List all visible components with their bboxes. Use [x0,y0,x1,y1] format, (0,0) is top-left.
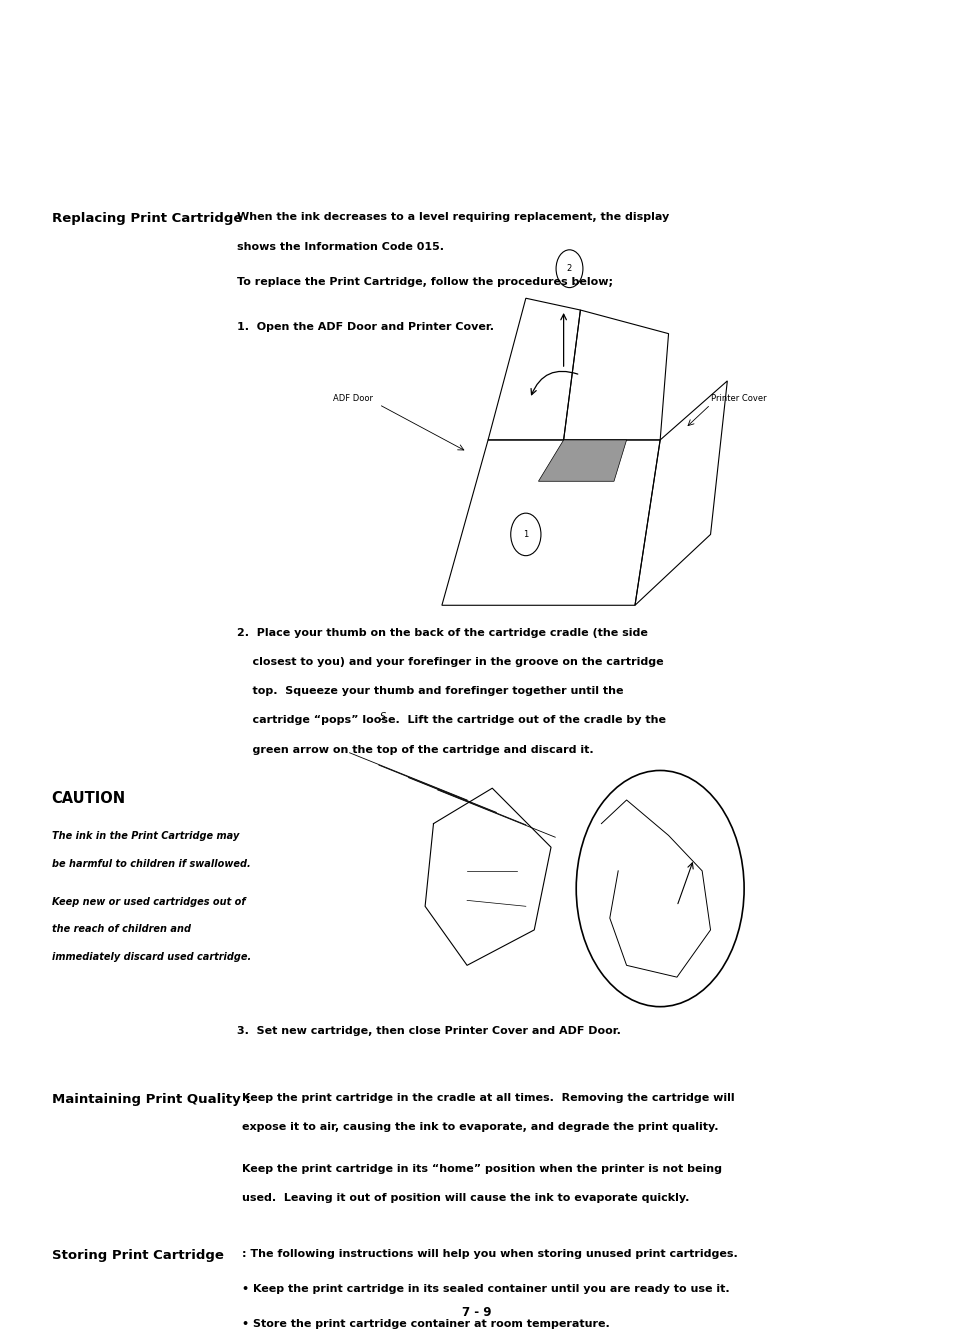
Text: immediately discard used cartridge.: immediately discard used cartridge. [51,951,251,962]
Text: Keep the print cartridge in its “home” position when the printer is not being: Keep the print cartridge in its “home” p… [242,1164,721,1174]
Text: cartridge “pops” loose.  Lift the cartridge out of the cradle by the: cartridge “pops” loose. Lift the cartrid… [236,715,665,725]
Text: 3.  Set new cartridge, then close Printer Cover and ADF Door.: 3. Set new cartridge, then close Printer… [236,1027,619,1036]
Text: the reach of children and: the reach of children and [51,925,191,934]
Text: Replacing Print Cartridge: Replacing Print Cartridge [51,212,242,225]
Text: CAUTION: CAUTION [51,792,126,807]
Text: be harmful to children if swallowed.: be harmful to children if swallowed. [51,859,250,870]
Text: Keep new or used cartridges out of: Keep new or used cartridges out of [51,896,245,907]
Text: 1.  Open the ADF Door and Printer Cover.: 1. Open the ADF Door and Printer Cover. [236,322,493,331]
Text: ADF Door: ADF Door [333,395,373,403]
Text: closest to you) and your forefinger in the groove on the cartridge: closest to you) and your forefinger in t… [236,656,662,667]
Text: S: S [379,713,386,722]
Text: used.  Leaving it out of position will cause the ink to evaporate quickly.: used. Leaving it out of position will ca… [242,1193,689,1204]
Text: • Keep the print cartridge in its sealed container until you are ready to use it: • Keep the print cartridge in its sealed… [242,1284,729,1294]
Text: green arrow on the top of the cartridge and discard it.: green arrow on the top of the cartridge … [236,745,593,754]
Text: Keep the print cartridge in the cradle at all times.  Removing the cartridge wil: Keep the print cartridge in the cradle a… [242,1092,734,1103]
Text: Printer Cover: Printer Cover [710,395,765,403]
Text: top.  Squeeze your thumb and forefinger together until the: top. Squeeze your thumb and forefinger t… [236,686,622,696]
Text: shows the Information Code 015.: shows the Information Code 015. [236,242,443,252]
Text: Storing Print Cartridge: Storing Print Cartridge [51,1248,223,1261]
Text: • Store the print cartridge container at room temperature.: • Store the print cartridge container at… [242,1319,609,1330]
Text: To replace the Print Cartridge, follow the procedures below;: To replace the Print Cartridge, follow t… [236,278,612,287]
Text: 7 - 9: 7 - 9 [462,1306,491,1319]
Text: : The following instructions will help you when storing unused print cartridges.: : The following instructions will help y… [242,1248,738,1259]
Text: 2.  Place your thumb on the back of the cartridge cradle (the side: 2. Place your thumb on the back of the c… [236,628,647,637]
Polygon shape [537,440,626,482]
Text: 2: 2 [566,264,572,274]
Text: Maintaining Print Quality :: Maintaining Print Quality : [51,1092,250,1106]
Text: When the ink decreases to a level requiring replacement, the display: When the ink decreases to a level requir… [236,212,668,221]
Text: The ink in the Print Cartridge may: The ink in the Print Cartridge may [51,831,238,841]
Text: 1: 1 [522,530,528,539]
Text: expose it to air, causing the ink to evaporate, and degrade the print quality.: expose it to air, causing the ink to eva… [242,1122,718,1131]
